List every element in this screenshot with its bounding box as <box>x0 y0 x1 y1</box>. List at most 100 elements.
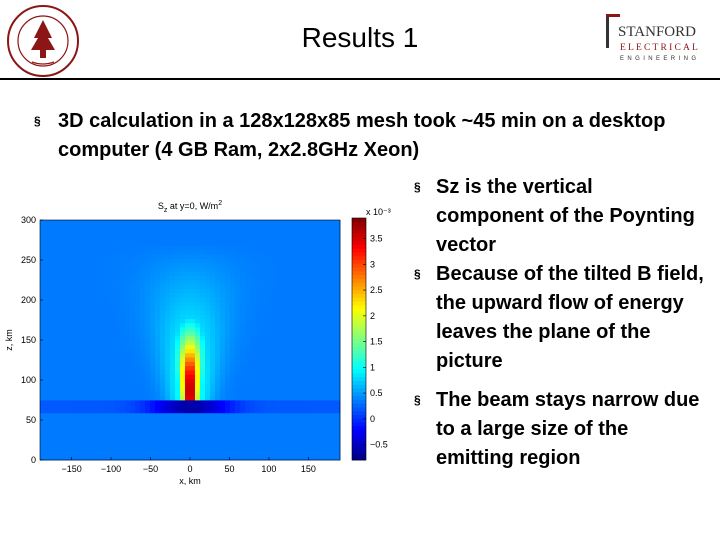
heatmap-cell <box>290 232 296 238</box>
heatmap-cell <box>225 442 231 448</box>
heatmap-cell <box>270 224 276 229</box>
heatmap-cell <box>205 292 211 298</box>
heatmap-cell <box>55 344 61 349</box>
heatmap-cell <box>250 395 256 401</box>
heatmap-cell <box>75 232 81 238</box>
heatmap-cell <box>335 232 341 238</box>
heatmap-cell <box>290 365 296 371</box>
heatmap-cell <box>175 301 181 307</box>
heatmap-cell <box>335 374 341 379</box>
heatmap-cell <box>265 245 271 251</box>
heatmap-cell <box>255 301 261 307</box>
heatmap-cell <box>175 297 181 302</box>
heatmap-cell <box>45 288 51 294</box>
heatmap-cell <box>235 310 241 315</box>
heatmap-cell <box>50 271 56 277</box>
heatmap-cell <box>255 378 261 384</box>
heatmap-cell <box>60 275 66 281</box>
heatmap-cell <box>80 241 86 247</box>
heatmap-cell <box>60 331 66 337</box>
heatmap-cell <box>230 391 236 397</box>
heatmap-cell <box>300 254 306 259</box>
heatmap-cell <box>70 331 76 337</box>
heatmap-cell <box>70 292 76 298</box>
heatmap-cell <box>230 455 236 461</box>
heatmap-cell <box>130 408 136 414</box>
heatmap-cell <box>315 438 321 444</box>
heatmap-cell <box>160 275 166 281</box>
heatmap-cell <box>215 288 221 294</box>
heatmap-cell <box>245 455 251 461</box>
heatmap-cell <box>280 335 286 341</box>
heatmap-cell <box>50 361 56 367</box>
heatmap-cell <box>295 400 301 405</box>
heatmap-cell <box>150 322 156 328</box>
heatmap-cell <box>85 280 91 285</box>
heatmap-cell <box>290 224 296 229</box>
heatmap-cell <box>310 442 316 448</box>
heatmap-cell <box>105 280 111 285</box>
heatmap-cell <box>300 387 306 392</box>
heatmap-cell <box>230 387 236 392</box>
heatmap-cell <box>120 451 126 457</box>
heatmap-cell <box>330 284 336 289</box>
heatmap-cell <box>305 395 311 401</box>
heatmap-cell <box>110 400 116 405</box>
heatmap-cell <box>280 387 286 392</box>
heatmap-cell <box>305 378 311 384</box>
heatmap-cell <box>195 292 201 298</box>
heatmap-cell <box>100 352 106 358</box>
heatmap-cell <box>295 288 301 294</box>
heatmap-cell <box>205 271 211 277</box>
heatmap-cell <box>180 417 186 422</box>
heatmap-cell <box>85 310 91 315</box>
heatmap-cell <box>205 250 211 255</box>
heatmap-cell <box>180 352 186 358</box>
heatmap-cell <box>235 245 241 251</box>
heatmap-cell <box>55 305 61 311</box>
heatmap-cell <box>270 417 276 422</box>
heatmap-cell <box>135 250 141 255</box>
heatmap-cell <box>180 400 186 405</box>
heatmap-cell <box>255 220 261 225</box>
heatmap-cell <box>75 340 81 345</box>
heatmap-cell <box>335 344 341 349</box>
heatmap-cell <box>310 318 316 324</box>
heatmap-cell <box>325 237 331 242</box>
heatmap-cell <box>300 425 306 431</box>
heatmap-cell <box>50 352 56 358</box>
heatmap-cell <box>210 395 216 401</box>
heatmap-cell <box>60 314 66 319</box>
heatmap-cell <box>40 318 46 324</box>
heatmap-cell <box>235 447 241 452</box>
heatmap-cell <box>60 335 66 341</box>
heatmap-cell <box>85 245 91 251</box>
heatmap-cell <box>125 434 131 439</box>
heatmap-cell <box>45 250 51 255</box>
heatmap-cell <box>50 357 56 362</box>
heatmap-cell <box>40 331 46 337</box>
heatmap-cell <box>40 438 46 444</box>
heatmap-cell <box>155 391 161 397</box>
heatmap-cell <box>150 395 156 401</box>
heatmap-cell <box>220 430 226 435</box>
heatmap-cell <box>280 245 286 251</box>
colorbar-step <box>352 327 366 332</box>
heatmap-cell <box>175 237 181 242</box>
heatmap-cell <box>265 305 271 311</box>
heatmap-cell <box>60 442 66 448</box>
heatmap-cell <box>310 404 316 409</box>
heatmap-cell <box>110 451 116 457</box>
heatmap-cell <box>110 258 116 264</box>
heatmap-cell <box>270 412 276 418</box>
heatmap-cell <box>80 387 86 392</box>
heatmap-cell <box>335 378 341 384</box>
heatmap-cell <box>290 344 296 349</box>
heatmap-cell <box>300 438 306 444</box>
colorbar-step <box>352 263 366 268</box>
heatmap-cell <box>180 335 186 341</box>
heatmap-cell <box>255 241 261 247</box>
heatmap-cell <box>95 361 101 367</box>
heatmap-cell <box>240 370 246 375</box>
heatmap-cell <box>175 352 181 358</box>
